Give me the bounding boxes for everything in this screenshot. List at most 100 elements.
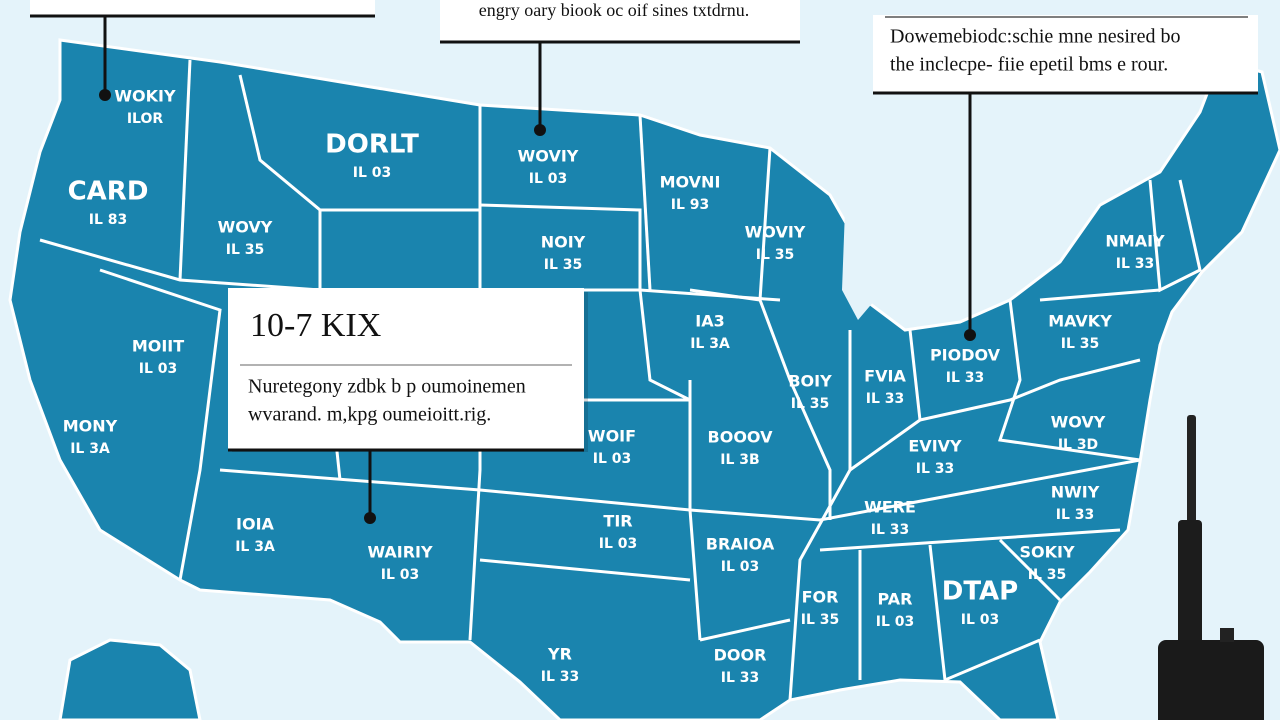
state-code: IL 3A [235, 539, 275, 555]
border [479, 203, 691, 402]
state-name: WOVIY [518, 147, 579, 166]
callout-box [440, 0, 800, 42]
state-name: CARD [68, 177, 149, 207]
state-name: NWIY [1051, 483, 1100, 502]
border [998, 538, 1062, 602]
callout-text: Dowemebiodc:schie mne nesired bo [890, 26, 1180, 48]
state-name: MAVKY [1048, 312, 1112, 331]
state-code: IL 35 [1061, 336, 1100, 352]
state-code: IL 33 [541, 669, 580, 685]
state-code: IL 35 [1028, 567, 1067, 583]
state-code: IL 33 [1056, 507, 1095, 523]
knob [1220, 628, 1234, 642]
state-code: IL 33 [1116, 256, 1155, 272]
connector-dot [534, 124, 546, 136]
state-name: SOKIY [1019, 543, 1074, 562]
state-code: IL 03 [961, 612, 1000, 628]
state-code: IL 83 [89, 212, 128, 228]
state-code: IL 33 [871, 522, 910, 538]
state-name: DOOR [714, 646, 767, 665]
state-code: IL 3A [70, 441, 110, 457]
alaska [58, 638, 202, 720]
state-name: IA3 [695, 312, 724, 331]
state-code: IL 33 [721, 670, 760, 686]
state-name: MOIIT [132, 337, 184, 356]
state-name: FVIA [864, 367, 906, 386]
state-name: PIODOV [930, 346, 1001, 365]
connector-dot [99, 89, 111, 101]
state-name: WOVY [1051, 413, 1106, 432]
border [758, 299, 832, 520]
state-code: IL 03 [139, 361, 178, 377]
state-code: IL 35 [801, 612, 840, 628]
state-name: WAIRIY [367, 543, 433, 562]
state-code: IL 33 [916, 461, 955, 477]
state-code: ILOR [127, 111, 164, 127]
callout-box [228, 288, 584, 450]
state-code: IL 93 [671, 197, 710, 213]
state-name: FOR [802, 588, 839, 607]
state-code: IL 35 [226, 242, 265, 258]
state-name: BOIY [788, 372, 832, 391]
state-code: IL 03 [593, 451, 632, 467]
border [689, 147, 772, 302]
border [788, 330, 852, 701]
border [99, 268, 222, 581]
state-code: IL 3A [690, 336, 730, 352]
state-code: IL 35 [791, 396, 830, 412]
state-name: PAR [878, 590, 913, 609]
state-name: DORLT [325, 130, 419, 160]
state-code: IL 3B [720, 452, 759, 468]
state-code: IL 03 [381, 567, 420, 583]
border [1148, 179, 1202, 293]
state-name: WOVIY [745, 223, 806, 242]
callout-text: Nuretegony zdbk b p oumoinemen [248, 376, 526, 398]
state-name: MOVNI [660, 173, 721, 192]
state-name: WOVY [218, 218, 273, 237]
state-name: WOIF [588, 427, 636, 446]
radio-body [1158, 640, 1264, 720]
border [638, 114, 652, 291]
border [688, 380, 702, 641]
border [819, 528, 1121, 552]
state-name: NMAIY [1105, 232, 1165, 251]
border [928, 544, 1041, 683]
border [998, 299, 1141, 462]
state-code: IL 33 [946, 370, 985, 386]
state-labels: WOKIY ILOR CARD IL 83 DORLT IL 03 WOVIY IL 03 WO… [63, 87, 1165, 687]
state-name: DTAP [942, 577, 1018, 607]
state-borders [39, 59, 1202, 701]
connector-dot [964, 329, 976, 341]
antenna [1187, 415, 1196, 525]
connector-dot [364, 512, 376, 524]
border [699, 618, 791, 642]
state-name: WOKIY [114, 87, 176, 106]
state-code: IL 03 [599, 536, 638, 552]
lake-michigan [842, 200, 880, 320]
state-name: BRAIOA [706, 535, 775, 554]
border [1039, 288, 1161, 302]
callout-text: engry oary biook oc oif sines txtdrnu. [479, 0, 749, 20]
state-code: IL 03 [876, 614, 915, 630]
state-code: IL 35 [544, 257, 583, 273]
border [178, 59, 192, 281]
callout-box [873, 15, 1258, 93]
state-name: YR [547, 645, 572, 664]
state-name: EVIVY [908, 437, 962, 456]
state-name: NOIY [541, 233, 586, 252]
state-code: IL 03 [721, 559, 760, 575]
border [479, 558, 691, 582]
state-name: IOIA [236, 515, 275, 534]
callout-text: the inclecpe- fiie epetil bms e rour. [890, 54, 1168, 76]
state-code: IL 03 [353, 165, 392, 181]
state-code: IL 03 [529, 171, 568, 187]
state-name: TIR [603, 512, 632, 531]
callout-box [30, 0, 375, 16]
state-name: MONY [63, 417, 118, 436]
state-code: IL 35 [756, 247, 795, 263]
state-code: IL 33 [866, 391, 905, 407]
callout-title: 10-7 KIX [250, 307, 381, 344]
border [919, 358, 1141, 422]
